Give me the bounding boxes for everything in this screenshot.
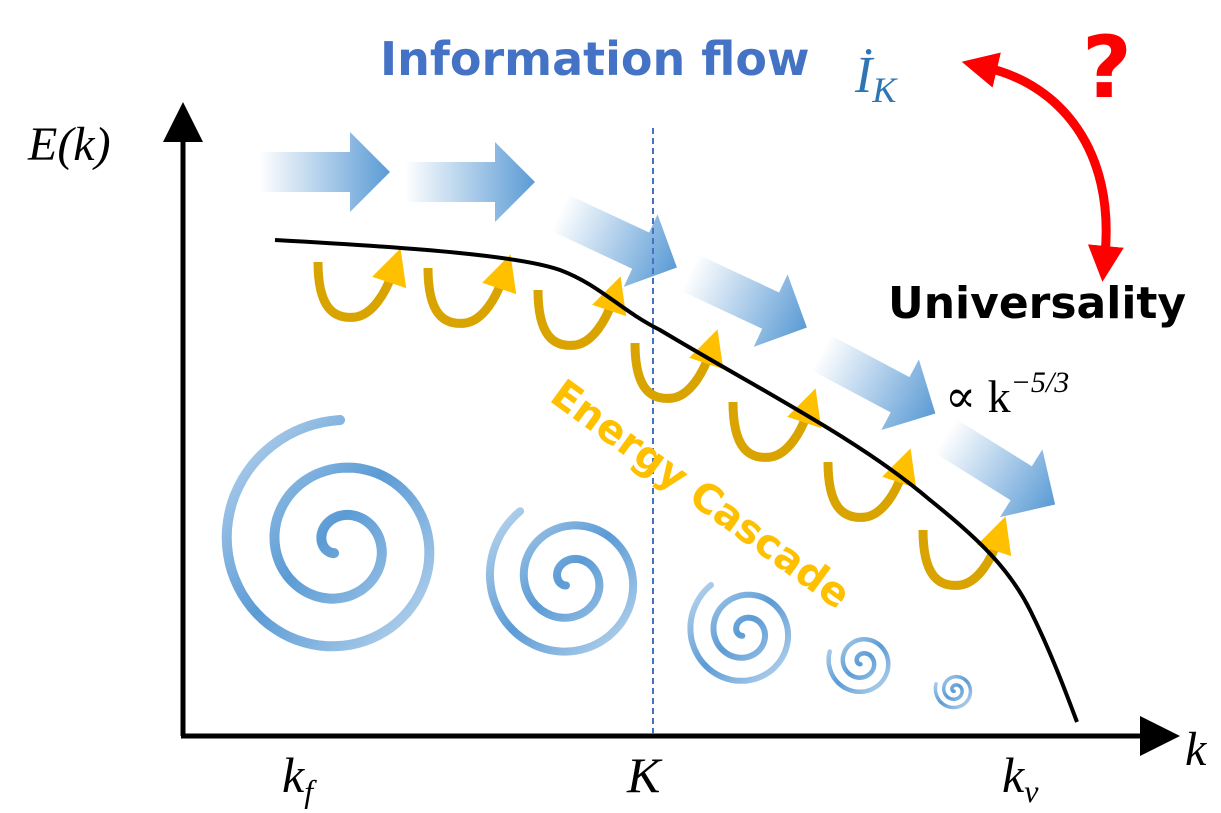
x-mark: kf <box>282 747 317 809</box>
eddy <box>687 582 792 684</box>
cascade-arrow <box>823 448 917 522</box>
information-symbol: İK <box>854 47 898 110</box>
title: Information flow <box>380 32 809 86</box>
eddy <box>933 674 973 710</box>
cascade-arrow <box>918 516 1012 590</box>
flow-arrow <box>934 418 1056 518</box>
cascade-arrow <box>728 388 822 462</box>
x-mark-subscript: ν <box>1024 773 1039 809</box>
scaling-base: ∝ k <box>945 371 1011 422</box>
x-mark-subscript: f <box>304 773 317 809</box>
x-mark: kν <box>1002 747 1039 809</box>
cascade-label: Energy Cascade <box>542 371 859 619</box>
x-mark-base: K <box>626 747 663 803</box>
question-mark: ? <box>1082 18 1132 118</box>
universality: Universality <box>888 278 1186 329</box>
x-axis-label: k <box>1185 723 1208 776</box>
x-mark: K <box>626 747 663 803</box>
eddy <box>826 637 891 695</box>
flow-arrow <box>260 132 390 212</box>
symbol: İ <box>854 47 875 104</box>
cascade-arrow <box>423 254 517 328</box>
cascade-arrow <box>313 248 407 322</box>
spectrum-curve <box>274 238 1079 723</box>
eddy <box>221 415 435 652</box>
x-mark-base: k <box>1002 747 1025 803</box>
flow-arrow <box>811 334 936 431</box>
flow-arrow <box>405 142 535 222</box>
eddy <box>485 507 638 656</box>
x-mark-base: k <box>282 747 305 803</box>
scaling-law: ∝ k−5/3 <box>945 366 1069 422</box>
cascade-arrow <box>630 329 724 403</box>
flow-arrow <box>680 254 807 347</box>
eddies <box>221 415 973 710</box>
flow-arrow <box>550 194 677 287</box>
energy-cascade-arrows <box>313 248 1012 590</box>
relation-arrow <box>961 52 1124 282</box>
y-axis-label: E(k) <box>27 118 111 171</box>
cascade-arrow <box>533 276 627 350</box>
symbol-subscript: K <box>871 70 898 110</box>
information-arrows <box>260 132 1056 518</box>
scaling-exponent: −5/3 <box>1011 366 1070 399</box>
